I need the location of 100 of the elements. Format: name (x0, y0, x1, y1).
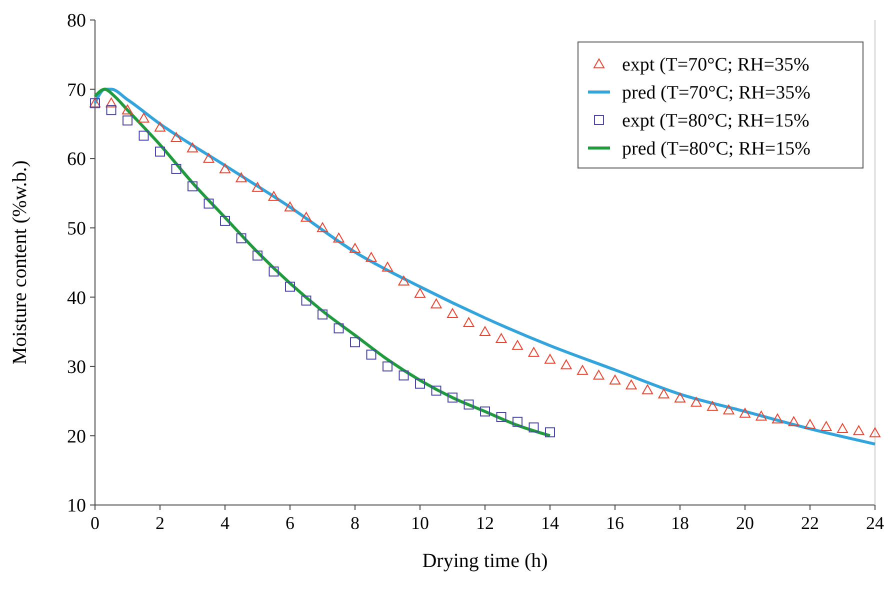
point (366, 350, 376, 360)
point (707, 401, 718, 411)
point (480, 406, 490, 416)
x-axis-title: Drying time (h) (422, 550, 548, 572)
point (431, 386, 442, 396)
point (317, 222, 328, 232)
point (252, 182, 263, 192)
point (398, 370, 409, 380)
point (788, 416, 800, 426)
point (642, 384, 653, 394)
point (480, 326, 490, 336)
point (512, 340, 523, 350)
point (252, 250, 262, 261)
y-tick-label: 80 (67, 10, 86, 32)
point (723, 404, 734, 414)
x-tick-label: 2 (156, 513, 164, 533)
legend-label: pred (T=80°C; RH=15% (622, 138, 811, 160)
x-tick-label: 4 (220, 513, 230, 533)
point (804, 419, 816, 429)
point (285, 282, 295, 292)
legend-label: pred (T=70°C; RH=35% (622, 82, 811, 104)
x-tick-label: 12 (476, 513, 494, 533)
legend-label: expt (T=80°C; RH=15% (622, 110, 810, 132)
x-tick-label: 6 (286, 513, 294, 533)
point (138, 130, 149, 141)
point (544, 354, 556, 364)
x-tick-label: 20 (736, 513, 754, 533)
point (122, 104, 133, 114)
point (300, 212, 312, 222)
point (496, 412, 506, 422)
point (268, 266, 279, 277)
point (122, 115, 132, 126)
point (333, 232, 344, 242)
y-tick-label: 60 (67, 149, 86, 170)
point (658, 388, 670, 398)
y-tick-label: 40 (67, 288, 86, 309)
point (236, 172, 247, 182)
point (204, 198, 214, 209)
point (236, 233, 246, 244)
point (837, 423, 848, 434)
y-tick-label: 20 (67, 426, 86, 448)
point (577, 365, 588, 375)
point (382, 262, 393, 272)
x-tick-label: 18 (671, 513, 689, 533)
point (740, 408, 750, 418)
x-tick-label: 10 (411, 513, 429, 533)
point (414, 288, 426, 298)
point (268, 191, 280, 201)
point (464, 400, 474, 410)
point (853, 425, 864, 436)
point (463, 317, 474, 328)
point (220, 216, 230, 226)
point (284, 202, 296, 212)
point (366, 252, 377, 262)
point (350, 337, 360, 348)
x-tick-label: 22 (801, 513, 819, 533)
point (220, 163, 230, 174)
point (447, 308, 458, 318)
y-tick-label: 10 (67, 496, 86, 517)
point (334, 323, 344, 334)
x-tick-label: 14 (541, 513, 559, 533)
point (106, 105, 116, 116)
point (560, 360, 572, 370)
point (415, 378, 425, 389)
point (170, 132, 182, 142)
point (155, 146, 165, 157)
x-tick-label: 0 (90, 513, 100, 533)
point (382, 361, 392, 372)
point (528, 347, 540, 357)
point (870, 427, 880, 438)
point (171, 164, 182, 174)
point (496, 333, 507, 343)
y-axis-title: Moisture content (%w.b.) (9, 160, 31, 365)
y-tick-label: 30 (67, 357, 86, 378)
point (398, 276, 410, 286)
point (772, 414, 783, 424)
x-tick-label: 24 (866, 513, 884, 533)
legend-label: expt (T=70°C; RH=35% (622, 54, 810, 76)
point (690, 396, 702, 407)
point (154, 122, 166, 132)
point (756, 410, 767, 421)
point (626, 380, 637, 390)
point (187, 142, 198, 152)
point (528, 422, 539, 432)
point (610, 374, 620, 385)
point (448, 392, 458, 403)
x-tick-label: 16 (606, 513, 624, 533)
point (188, 181, 198, 192)
point (674, 392, 686, 403)
point (430, 298, 442, 308)
point (203, 153, 214, 163)
y-tick-label: 50 (67, 218, 86, 240)
point (350, 243, 360, 253)
point (593, 370, 604, 380)
point (820, 421, 832, 431)
point (301, 296, 312, 306)
point (512, 416, 522, 427)
y-tick-label: 70 (67, 80, 86, 101)
point (545, 427, 555, 438)
x-tick-label: 8 (350, 513, 360, 533)
